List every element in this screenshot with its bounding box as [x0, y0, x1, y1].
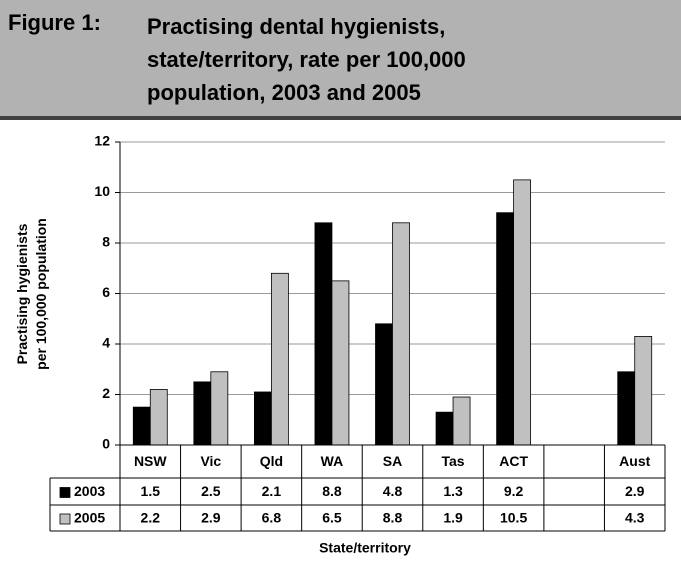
bar [496, 212, 515, 446]
table-value: 10.5 [500, 510, 527, 526]
y-tick-label: 12 [94, 133, 110, 149]
bar [193, 381, 212, 446]
legend-swatch [59, 487, 71, 498]
table-value: 2.2 [141, 510, 161, 526]
y-tick-label: 4 [102, 335, 110, 351]
bar [375, 323, 393, 446]
x-tick-label: NSW [134, 453, 167, 469]
bar [331, 280, 350, 446]
x-tick-label: ACT [499, 453, 528, 469]
legend-label: 2003 [74, 483, 105, 499]
table-value: 6.5 [322, 510, 342, 526]
bar [452, 396, 471, 446]
title-band: Figure 1: Practising dental hygienists, … [0, 0, 681, 120]
y-tick-label: 8 [102, 234, 110, 250]
y-tick-label: 6 [102, 284, 110, 300]
table-value: 1.9 [443, 510, 463, 526]
x-tick-label: Vic [200, 453, 221, 469]
y-tick-label: 0 [102, 436, 110, 452]
y-axis-title: Practising hygienists per 100,000 populat… [14, 218, 49, 370]
table-value: 8.8 [383, 510, 403, 526]
table-value: 1.5 [141, 483, 161, 499]
bar [617, 371, 636, 446]
bar [132, 406, 151, 446]
table-value: 2.5 [201, 483, 221, 499]
bar [210, 371, 229, 446]
chart-title: Practising dental hygienists, state/terr… [147, 14, 466, 105]
table-value: 4.3 [625, 510, 645, 526]
table-value: 2.9 [625, 483, 645, 499]
figure-label: Figure 1: [8, 10, 101, 35]
table-value: 2.1 [262, 483, 282, 499]
y-tick-label: 10 [94, 183, 110, 199]
legend-swatch [59, 513, 71, 525]
bar [513, 179, 532, 446]
y-axis-title-line: Practising hygienists [14, 223, 30, 364]
x-tick-label: Qld [260, 453, 283, 469]
table-value: 9.2 [504, 483, 524, 499]
bar [634, 336, 653, 446]
table-value: 6.8 [262, 510, 282, 526]
bar [435, 411, 454, 446]
y-tick-label: 2 [102, 385, 110, 401]
table-value: 8.8 [322, 483, 342, 499]
x-tick-label: Aust [619, 453, 650, 469]
bar [270, 272, 289, 446]
bar [149, 389, 168, 446]
bar [253, 391, 272, 446]
bar [314, 222, 333, 446]
x-tick-label: WA [321, 453, 344, 469]
table-value: 2.9 [201, 510, 221, 526]
y-axis-title-line: per 100,000 population [33, 218, 49, 370]
x-tick-label: Tas [442, 453, 465, 469]
x-axis-title: State/territory [319, 540, 411, 556]
legend-label: 2005 [74, 510, 105, 526]
x-tick-label: SA [383, 453, 402, 469]
table-value: 4.8 [383, 483, 403, 499]
bar [392, 222, 410, 446]
table-value: 1.3 [443, 483, 463, 499]
